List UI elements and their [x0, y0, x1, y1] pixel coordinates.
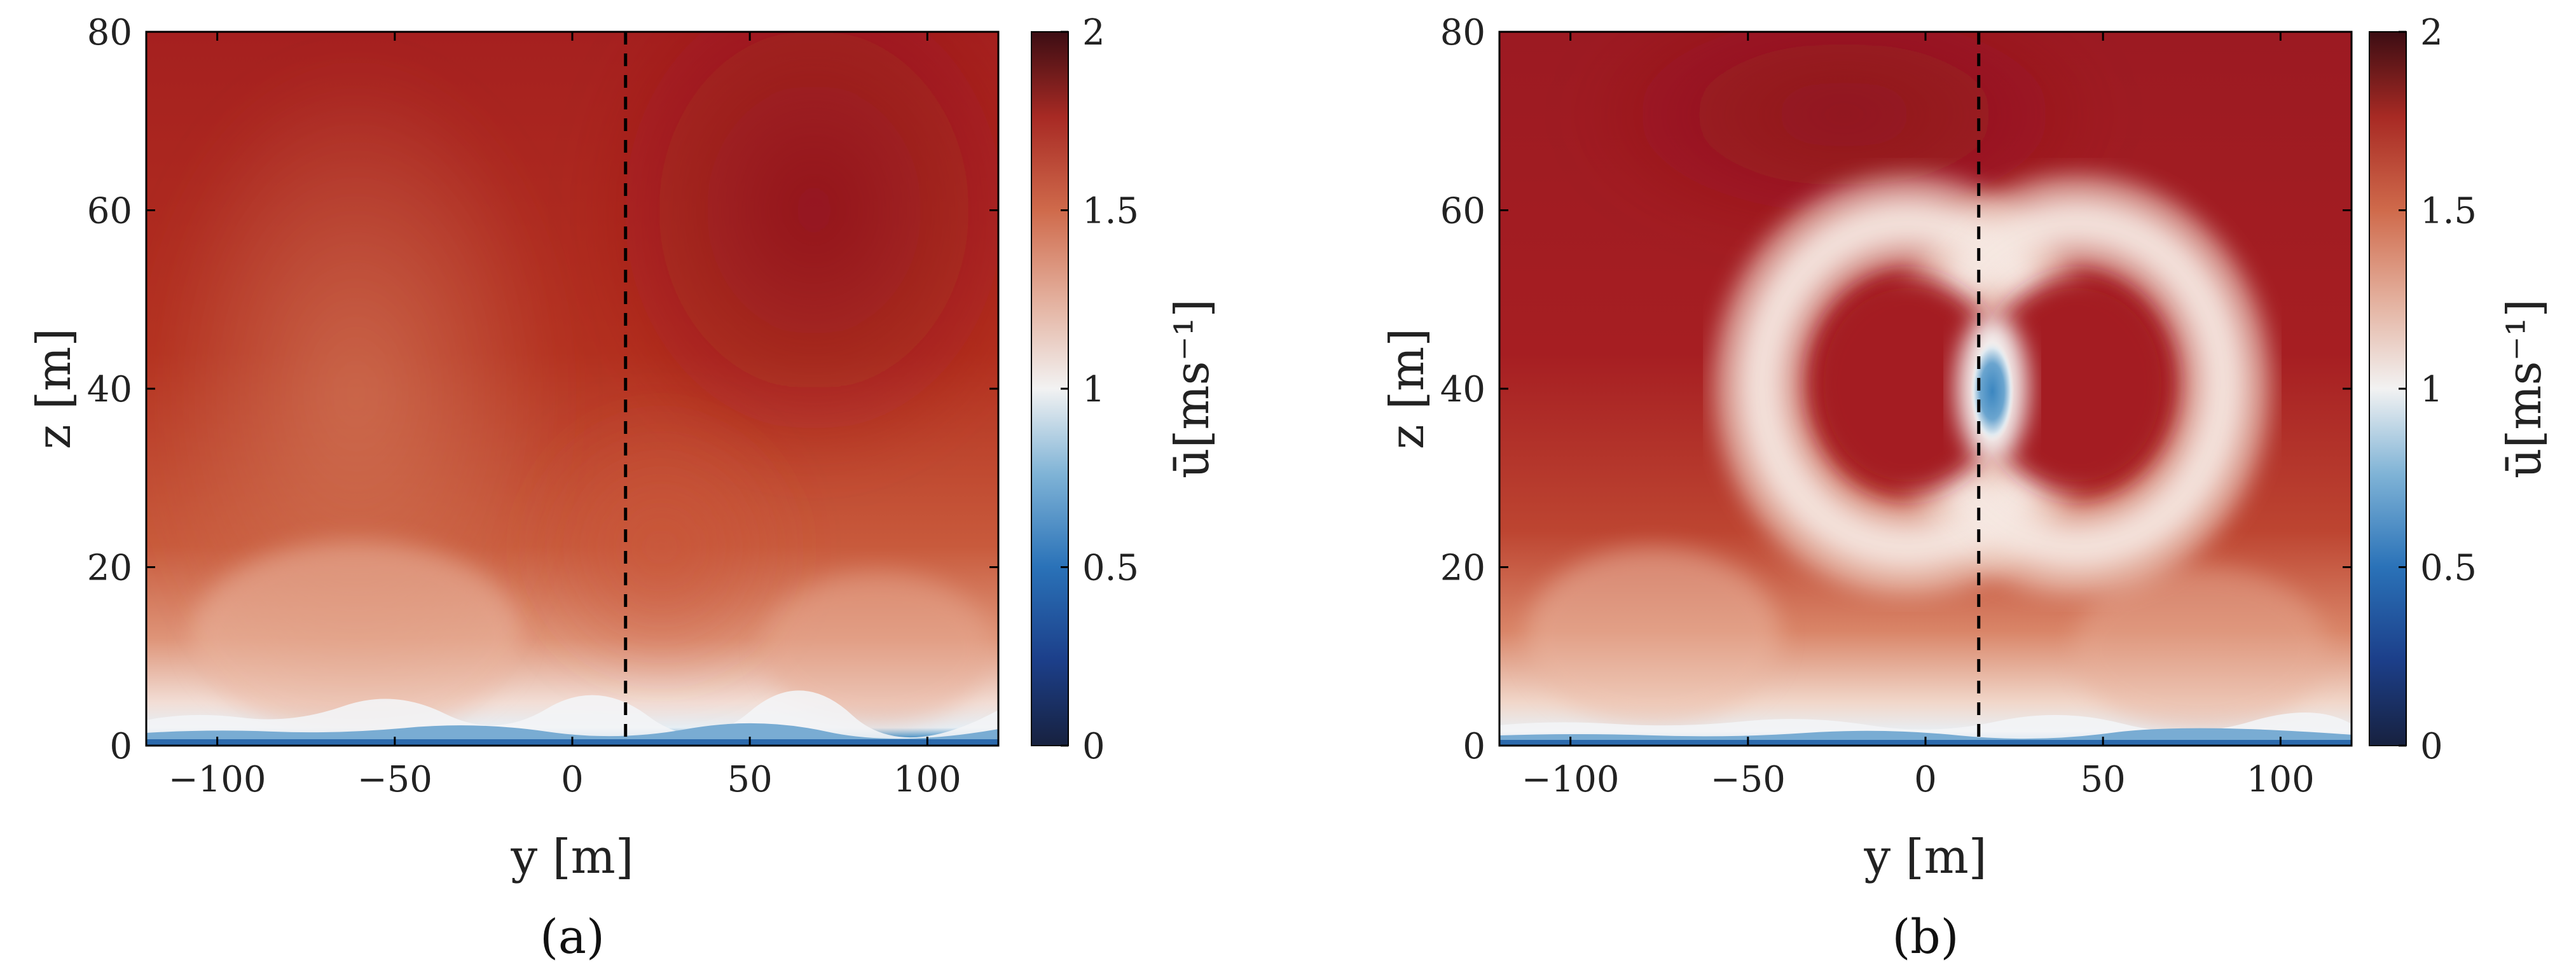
- x-tick-label-a: 0: [561, 759, 584, 800]
- x-tick-label-b: 50: [2081, 759, 2126, 800]
- panel-b: −100 −50 0 50 100 0 20 40 60 80 y [m] z [m] 0 0.5…: [1380, 0, 2552, 964]
- y-tick-label-b: 20: [1440, 548, 1485, 589]
- x-tick-label-a: −50: [357, 759, 432, 800]
- panel-label-a: (a): [540, 910, 605, 964]
- colorbar-tick-label-b: 2: [2420, 12, 2443, 53]
- x-tick-label-a: −100: [169, 759, 266, 800]
- y-tick-label-a: 60: [87, 191, 132, 232]
- x-tick-label-b: −100: [1522, 759, 1620, 800]
- colorbar-tick-label-b: 1.5: [2420, 191, 2477, 232]
- colorbar-tick-label-b: 1: [2420, 369, 2443, 410]
- x-axis-label-a: y [m]: [510, 830, 633, 884]
- y-axis-label-a: z [m]: [27, 328, 81, 449]
- y-tick-label-a: 20: [87, 548, 132, 589]
- colorbar-tick-label-a: 1.5: [1082, 191, 1139, 232]
- colorbar-tick-label-b: 0: [2420, 726, 2443, 767]
- colorbar-label-b: ū[ms⁻¹]: [2497, 299, 2552, 478]
- colorbar-tick-label-b: 0.5: [2420, 548, 2477, 589]
- x-tick-label-b: 0: [1914, 759, 1937, 800]
- y-tick-label-b: 60: [1440, 191, 1485, 232]
- colorbar-tick-label-a: 1: [1082, 369, 1105, 410]
- y-tick-label-a: 0: [109, 726, 132, 767]
- heatmap-field-b: [1499, 0, 2352, 746]
- y-tick-label-a: 80: [87, 12, 132, 53]
- y-tick-label-b: 0: [1463, 726, 1485, 767]
- colorbar-tick-label-a: 2: [1082, 12, 1105, 53]
- x-axis-label-b: y [m]: [1863, 830, 1987, 884]
- x-tick-label-b: 100: [2247, 759, 2315, 800]
- y-tick-label-b: 80: [1440, 12, 1485, 53]
- x-tick-label-a: 50: [727, 759, 773, 800]
- colorbar-label-a: ū[ms⁻¹]: [1165, 299, 1220, 478]
- x-tick-label-a: 100: [893, 759, 961, 800]
- panel-label-b: (b): [1892, 910, 1959, 964]
- colorbar-tick-label-a: 0: [1082, 726, 1105, 767]
- wake-ring-b: [1761, 223, 2223, 547]
- x-tick-label-b: −50: [1711, 759, 1786, 800]
- y-tick-label-b: 40: [1440, 369, 1485, 410]
- y-tick-label-a: 40: [87, 369, 132, 410]
- colorbar-ticks-a: 0 0.5 1 1.5 2: [1061, 12, 1139, 767]
- colorbar-tick-label-a: 0.5: [1082, 548, 1139, 589]
- panel-a: −100 −50 0 50 100 0 20 40 60 80 y [m] z [m] 0 0.5…: [27, 0, 1220, 964]
- heatmap-field-a: [146, 0, 1043, 746]
- colorbar-ticks-b: 0 0.5 1 1.5 2: [2399, 12, 2477, 767]
- y-axis-label-b: z [m]: [1380, 328, 1435, 449]
